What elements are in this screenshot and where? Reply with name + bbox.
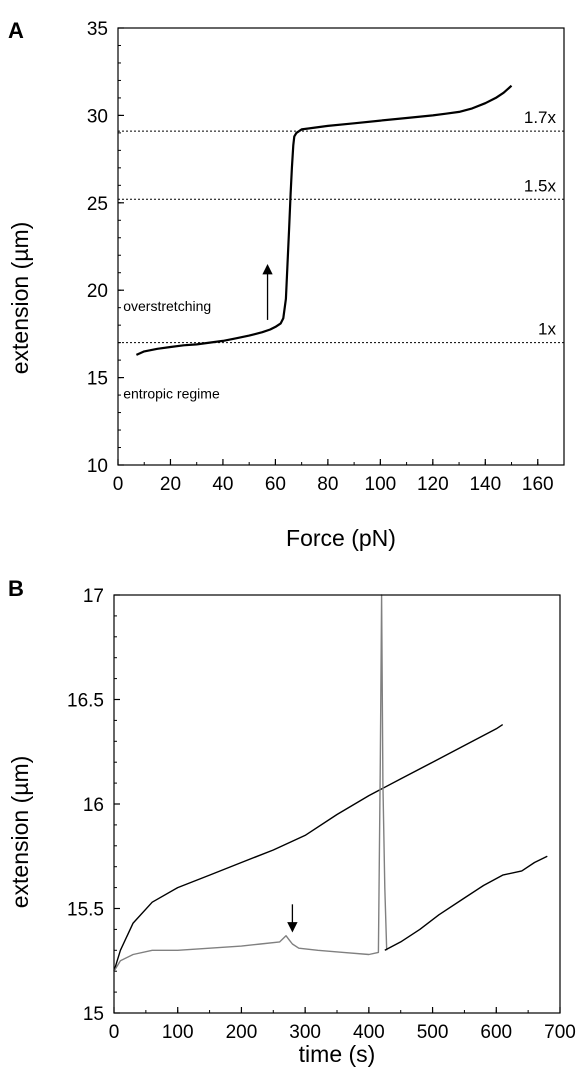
series-line-0 bbox=[113, 724, 504, 972]
panel-b-ticks: 0 100 200 300 400 500 600 700 15 15.5 16 16.5 17 bbox=[67, 586, 576, 1043]
x-tick-label: 0 bbox=[113, 474, 124, 495]
panel-b-x-axis-title: time (s) bbox=[299, 1041, 376, 1067]
panel-a-plot-frame bbox=[117, 27, 565, 466]
y-tick-label: 15 bbox=[83, 1004, 104, 1025]
panel-a-series bbox=[135, 84, 513, 356]
panel-b-plot-frame bbox=[113, 594, 561, 1014]
x-tick-label: 700 bbox=[544, 1022, 576, 1043]
x-tick-label: 100 bbox=[162, 1022, 194, 1043]
x-tick-label: 80 bbox=[317, 474, 338, 495]
y-tick-label: 17 bbox=[83, 586, 104, 607]
y-tick-label: 25 bbox=[87, 194, 108, 215]
y-tick-label: 15 bbox=[87, 369, 108, 390]
x-tick-label: 600 bbox=[480, 1022, 512, 1043]
y-tick-label: 35 bbox=[87, 19, 108, 40]
x-tick-label: 140 bbox=[469, 474, 501, 495]
panel-a-reference-lines: 1x 1.5x 1.7x bbox=[118, 108, 564, 344]
panel-a-ticks: 0 20 40 60 80 100 120 140 160 10 15 20 25 30 35 bbox=[87, 19, 565, 495]
panel-a-x-axis-title: Force (pN) bbox=[286, 525, 396, 551]
series-line-1 bbox=[113, 594, 388, 972]
reference-line-label: 1.5x bbox=[524, 176, 557, 195]
x-tick-label: 120 bbox=[417, 474, 449, 495]
y-tick-label: 16 bbox=[83, 795, 104, 816]
x-tick-label: 60 bbox=[265, 474, 286, 495]
y-tick-label: 16.5 bbox=[67, 691, 104, 712]
x-tick-label: 300 bbox=[289, 1022, 321, 1043]
panel-b: B extension (µm) time (s) 0 100 200 300 400 5… bbox=[7, 576, 576, 1067]
x-tick-label: 0 bbox=[109, 1022, 120, 1043]
panel-b-y-axis-title: extension (µm) bbox=[7, 756, 33, 909]
y-tick-label: 20 bbox=[87, 281, 108, 302]
x-tick-label: 160 bbox=[522, 474, 554, 495]
panel-a-y-axis-title: extension (µm) bbox=[7, 222, 33, 375]
reference-line-label: 1x bbox=[538, 320, 556, 339]
panel-a-letter: A bbox=[8, 18, 24, 43]
x-tick-label: 20 bbox=[160, 474, 181, 495]
panel-a: A extension (µm) Force (pN) 0 20 40 60 80 100… bbox=[7, 18, 565, 551]
panel-b-series bbox=[113, 594, 548, 972]
y-tick-label: 10 bbox=[87, 456, 108, 477]
reference-line-label: 1.7x bbox=[524, 108, 557, 127]
annotation-text: overstretching bbox=[123, 298, 211, 314]
panel-a-annotations: overstretching entropic regime bbox=[123, 264, 273, 402]
y-tick-label: 30 bbox=[87, 106, 108, 127]
x-tick-label: 400 bbox=[353, 1022, 385, 1043]
panel-b-letter: B bbox=[8, 576, 24, 601]
series-line-0 bbox=[135, 84, 513, 356]
annotation-text: entropic regime bbox=[123, 386, 220, 402]
x-tick-label: 200 bbox=[226, 1022, 258, 1043]
y-tick-label: 15.5 bbox=[67, 900, 104, 921]
series-line-2 bbox=[384, 855, 548, 951]
x-tick-label: 500 bbox=[417, 1022, 449, 1043]
x-tick-label: 40 bbox=[212, 474, 233, 495]
x-tick-label: 100 bbox=[365, 474, 397, 495]
